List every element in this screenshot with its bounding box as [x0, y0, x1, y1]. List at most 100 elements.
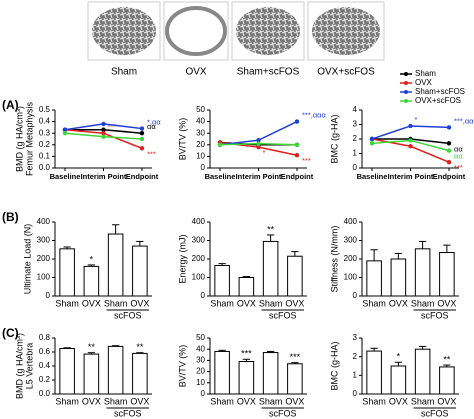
- series-marker: [446, 125, 452, 130]
- bar: [132, 352, 148, 395]
- bar: [262, 240, 279, 297]
- y-tick-label: 0.0: [39, 163, 51, 172]
- y-tick-label: 100: [37, 273, 51, 282]
- x-tick-label: OVX: [437, 298, 456, 308]
- significance-label: *: [397, 352, 401, 362]
- y-tick-label: 0: [353, 291, 358, 300]
- y-axis-label: Stiffness (N/mm): [329, 226, 339, 293]
- y-tick-label: 0.4: [39, 361, 51, 370]
- significance-label: ***: [241, 349, 252, 359]
- series-marker: [446, 141, 452, 146]
- x-tick-label: OVX: [389, 396, 408, 406]
- significance-label: αα: [147, 122, 156, 131]
- bar: [59, 348, 75, 395]
- significance-label: αα: [454, 152, 463, 161]
- x-tick-label: OVX: [237, 396, 256, 406]
- panel-label: (C): [2, 326, 19, 340]
- bar: [390, 258, 407, 297]
- y-tick-label: 0: [201, 291, 206, 300]
- y-axis-label: BMC (g-HA): [329, 114, 339, 163]
- y-tick-label: 2: [353, 134, 358, 143]
- ct-bone: [312, 7, 380, 55]
- y-tick-label: 400: [192, 217, 206, 226]
- bar: [262, 352, 279, 395]
- x-tick-label: OVX: [130, 396, 149, 406]
- x-tick-label: Sham: [210, 396, 234, 406]
- micro-ct-images: [87, 1, 385, 61]
- legend-marker: [404, 90, 408, 94]
- y-tick-label: 0: [201, 163, 206, 172]
- image-label: OVX+scFOS: [317, 67, 375, 78]
- bar: [107, 233, 124, 297]
- y-tick-label: 0: [201, 389, 206, 398]
- significance-label: **: [443, 354, 451, 364]
- series-marker: [139, 126, 145, 131]
- image-label: OVX: [185, 67, 206, 78]
- series-marker: [408, 144, 413, 149]
- bar: [107, 345, 124, 395]
- y-tick-label: 100: [192, 273, 206, 282]
- significance-label: ***: [147, 149, 156, 158]
- series-marker: [369, 141, 375, 146]
- series-marker: [256, 137, 261, 143]
- y-tick-label: 0.2: [39, 375, 51, 384]
- x-tick-label: Interim Point: [81, 172, 127, 181]
- x-tick-label: Sham: [55, 298, 79, 308]
- x-tick-label: OVX: [285, 298, 304, 308]
- y-tick-label: 3: [353, 120, 358, 129]
- x-tick-label: Baseline: [50, 172, 81, 181]
- significance-label: ***: [454, 163, 463, 172]
- y-axis-label: BMD (g HA/cm³): [14, 333, 24, 399]
- y-tick-label: 3: [353, 333, 358, 342]
- y-tick-label: 50: [196, 333, 205, 342]
- y-tick-label: 50: [196, 105, 205, 114]
- y-tick-label: 20: [196, 367, 205, 376]
- y-axis-label: BV/TV (%): [177, 118, 187, 161]
- y-tick-label: 300: [37, 236, 51, 245]
- x-tick-label: Sham: [210, 298, 234, 308]
- y-tick-label: 0.1: [39, 152, 51, 161]
- bar: [366, 260, 382, 297]
- y-tick-label: 0.5: [39, 105, 51, 114]
- y-axis-label: BV/TV (%): [177, 345, 187, 388]
- panel-label: (A): [2, 98, 19, 112]
- group-label: scFOS: [269, 408, 297, 418]
- bar: [238, 277, 255, 297]
- series-marker: [446, 160, 452, 165]
- significance-label: ***: [290, 352, 301, 362]
- bar: [366, 350, 382, 395]
- series-marker: [101, 131, 106, 136]
- y-tick-label: 30: [196, 128, 205, 137]
- significance-label: *: [415, 115, 418, 124]
- x-tick-label: Sham: [55, 396, 79, 406]
- y-axis-label: Energy (mJ): [177, 234, 187, 283]
- y-tick-label: 40: [196, 117, 205, 126]
- series-marker: [256, 141, 261, 146]
- x-tick-label: OVX: [82, 396, 101, 406]
- ct-bone: [236, 7, 300, 55]
- ct-bone: [165, 6, 227, 56]
- y-tick-label: 20: [196, 140, 205, 149]
- x-tick-label: OVX: [237, 298, 256, 308]
- significance-label: ***: [108, 122, 117, 131]
- legend-label: Sham: [415, 69, 436, 78]
- x-tick-label: Baseline: [357, 172, 388, 181]
- y-tick-label: 400: [37, 217, 51, 226]
- series-marker: [256, 144, 261, 150]
- bar: [238, 361, 255, 395]
- y-tick-label: 0.8: [39, 333, 51, 342]
- series-marker: [139, 136, 145, 142]
- series-marker: [294, 119, 300, 124]
- y-tick-label: 0.2: [39, 140, 51, 149]
- bar: [287, 363, 303, 395]
- y-tick-label: 1: [353, 370, 358, 379]
- x-tick-label: Sham: [259, 396, 283, 406]
- legend-marker: [404, 81, 408, 85]
- y-axis-label: BMD (g HA/cm³): [14, 106, 24, 172]
- y-tick-label: 0.0: [39, 389, 51, 398]
- y-tick-label: 4: [353, 105, 358, 114]
- y-tick-label: 2: [353, 352, 358, 361]
- significance-label: **: [267, 224, 275, 234]
- significance-label: **: [136, 342, 144, 352]
- y-tick-label: 0.3: [39, 128, 51, 137]
